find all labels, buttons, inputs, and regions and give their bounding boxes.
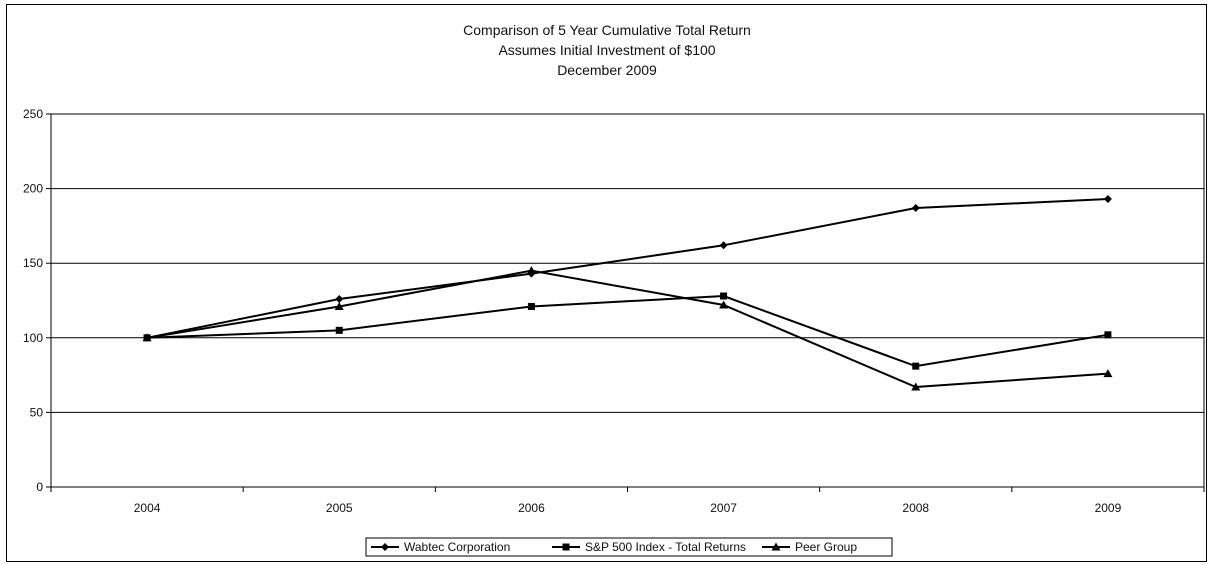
data-point: [1104, 331, 1112, 339]
legend: Wabtec Corporation S&P 500 Index - Total …: [365, 537, 893, 557]
data-point: [719, 241, 728, 250]
data-point: [911, 382, 921, 391]
chart-title: Comparison of 5 Year Cumulative Total Re…: [463, 22, 751, 38]
y-tick-label: 250: [23, 107, 43, 121]
chart-frame: [6, 4, 1207, 562]
x-tick-labels: 2004 2005 2006 2007 2008 2009: [134, 501, 1122, 515]
series-markers: [142, 195, 1113, 391]
series-lines: [146, 198, 1109, 389]
data-point: [1103, 195, 1112, 204]
chart-title-block: Comparison of 5 Year Cumulative Total Re…: [0, 20, 1214, 80]
legend-box: [365, 537, 893, 557]
series-line: [147, 295, 1109, 368]
x-tick-label: 2005: [326, 501, 353, 515]
data-point: [526, 266, 536, 275]
data-point: [720, 292, 728, 300]
legend-label: Wabtec Corporation: [404, 540, 510, 554]
y-tick-label: 200: [23, 182, 43, 196]
y-tick-label: 50: [30, 405, 44, 419]
data-point: [719, 300, 729, 309]
series-line: [146, 198, 1108, 339]
chart-subtitle-date: December 2009: [557, 62, 657, 78]
x-tick-label: 2007: [710, 501, 737, 515]
x-tick-label: 2008: [902, 501, 929, 515]
legend-label: S&P 500 Index - Total Returns: [585, 540, 746, 554]
y-tick-labels: 0 50 100 150 200 250: [23, 107, 43, 494]
legend-swatch-marker: [771, 542, 781, 551]
y-tick-label: 100: [23, 331, 43, 345]
y-tick-label: 0: [36, 480, 43, 494]
data-point: [911, 203, 920, 212]
x-tick-label: 2006: [518, 501, 545, 515]
chart-subtitle: Assumes Initial Investment of $100: [498, 42, 716, 58]
data-point: [527, 302, 535, 310]
legend-swatch-marker: [562, 543, 570, 551]
x-tick-label: 2009: [1095, 501, 1122, 515]
data-point: [334, 301, 344, 310]
data-point: [912, 362, 920, 370]
axes: [46, 113, 1205, 492]
data-point: [1103, 369, 1113, 378]
legend-swatch-marker: [381, 543, 389, 551]
y-tick-label: 150: [23, 256, 43, 270]
data-point: [335, 326, 343, 334]
series-line: [146, 269, 1108, 389]
data-point: [142, 333, 152, 342]
data-point: [335, 295, 344, 304]
x-tick-label: 2004: [134, 501, 161, 515]
legend-label: Peer Group: [795, 540, 857, 554]
